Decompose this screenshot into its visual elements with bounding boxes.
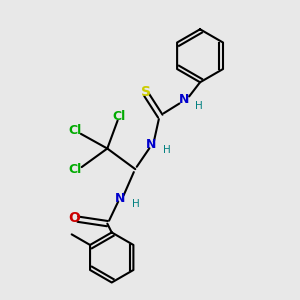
Text: S: S <box>142 85 152 99</box>
Text: N: N <box>179 93 189 106</box>
Text: N: N <box>116 192 126 205</box>
Text: Cl: Cl <box>112 110 126 123</box>
Text: H: H <box>132 199 140 209</box>
Text: H: H <box>195 101 203 111</box>
Text: O: O <box>68 211 80 225</box>
Text: N: N <box>146 138 157 151</box>
Text: Cl: Cl <box>69 163 82 176</box>
Text: Cl: Cl <box>68 124 82 137</box>
Text: H: H <box>163 145 171 155</box>
